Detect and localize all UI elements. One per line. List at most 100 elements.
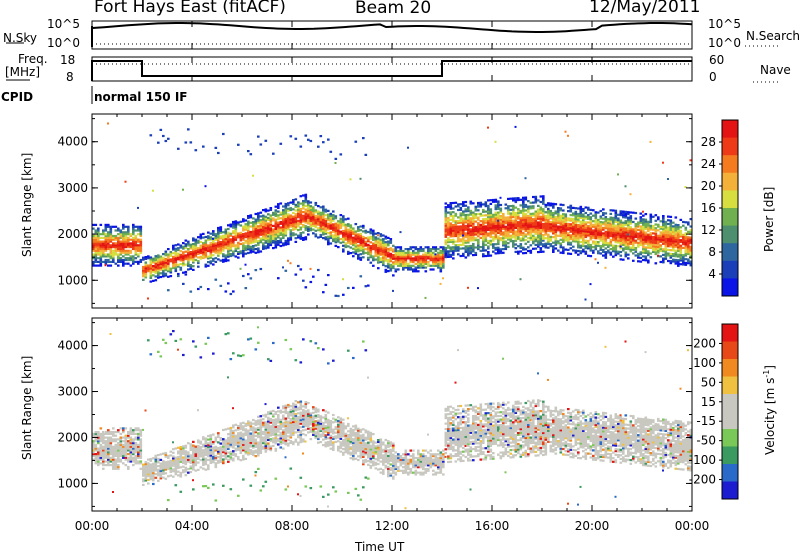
heatmap-cell	[254, 231, 258, 234]
heatmap-cell	[539, 221, 543, 224]
heatmap-cell	[129, 443, 133, 446]
heatmap-cell	[529, 222, 533, 225]
heatmap-cell	[137, 246, 140, 249]
heatmap-cell	[97, 438, 100, 441]
heatmap-cell	[147, 473, 150, 476]
heatmap-cell	[159, 468, 163, 471]
heatmap-cell	[202, 462, 205, 465]
heatmap-cell	[357, 250, 360, 253]
heatmap-cell	[119, 454, 123, 457]
heatmap-cell	[119, 251, 123, 254]
heatmap-cell	[257, 212, 260, 215]
heatmap-cell	[207, 468, 210, 471]
heatmap-cell	[599, 230, 603, 233]
heatmap-cell	[287, 209, 290, 212]
heatmap-cell	[464, 228, 468, 231]
heatmap-cell	[644, 227, 648, 230]
heatmap-cell	[212, 232, 215, 235]
heatmap-cell	[194, 247, 198, 250]
heatmap-cell	[497, 224, 500, 227]
heatmap-cell	[569, 225, 573, 228]
heatmap-cell	[134, 238, 138, 241]
heatmap-cell	[497, 207, 500, 210]
heatmap-cell	[677, 264, 680, 267]
heatmap-cell	[337, 294, 340, 298]
heatmap-cell	[122, 449, 125, 452]
heatmap-cell	[184, 444, 188, 447]
heatmap-cell	[107, 255, 110, 258]
heatmap-cell	[537, 204, 540, 207]
heatmap-cell	[662, 235, 665, 238]
heatmap-cell	[262, 218, 265, 221]
heatmap-cell	[434, 253, 437, 256]
heatmap-cell	[654, 243, 658, 246]
heatmap-cell	[362, 256, 365, 259]
heatmap-cell	[202, 256, 205, 260]
heatmap-cell	[267, 242, 270, 245]
heatmap-cell	[114, 458, 118, 461]
heatmap-cell	[249, 234, 253, 237]
heatmap-cell	[139, 240, 143, 243]
heatmap-cell	[119, 249, 123, 252]
heatmap-cell	[369, 245, 373, 248]
heatmap-cell	[639, 216, 643, 219]
heatmap-cell	[597, 218, 600, 222]
heatmap-cell	[372, 242, 375, 245]
heatmap-cell	[494, 198, 498, 201]
heatmap-cell	[512, 243, 515, 246]
heatmap-cell	[664, 252, 668, 255]
heatmap-cell	[674, 260, 678, 263]
heatmap-cell	[552, 212, 555, 215]
heatmap-cell	[129, 249, 133, 252]
heatmap-cell	[474, 229, 478, 232]
heatmap-cell	[684, 226, 688, 229]
heatmap-cell	[562, 215, 565, 218]
nsky-tick-top: 10^5	[47, 17, 80, 31]
heatmap-cell	[574, 238, 578, 241]
heatmap-cell	[269, 238, 273, 241]
heatmap-cell	[192, 446, 195, 449]
heatmap-cell	[647, 246, 650, 249]
heatmap-cell	[649, 235, 653, 238]
heatmap-cell	[547, 202, 550, 205]
heatmap-cell	[434, 255, 438, 258]
heatmap-cell	[192, 468, 195, 471]
heatmap-cell	[217, 252, 220, 255]
heatmap-cell	[497, 241, 500, 244]
heatmap-cell	[252, 250, 255, 253]
heatmap-cell	[179, 250, 183, 253]
heatmap-cell	[102, 240, 105, 243]
heatmap-cell	[289, 234, 293, 237]
heatmap-cell	[654, 247, 658, 250]
heatmap-cell	[312, 215, 315, 218]
heatmap-cell	[599, 222, 603, 225]
heatmap-cell	[402, 262, 405, 265]
heatmap-cell	[649, 233, 653, 237]
heatmap-cell	[117, 255, 120, 258]
heatmap-cell	[477, 248, 480, 251]
heatmap-cell	[289, 207, 293, 210]
heatmap-cell	[269, 214, 273, 217]
heatmap-cell	[567, 134, 569, 137]
heatmap-cell	[469, 230, 473, 233]
heatmap-cell	[219, 235, 223, 238]
heatmap-cell	[527, 207, 530, 210]
heatmap-cell	[217, 226, 220, 230]
heatmap-cell	[157, 258, 160, 261]
heatmap-cell	[319, 226, 323, 229]
heatmap-cell	[159, 266, 163, 269]
heatmap-cell	[99, 462, 103, 465]
heatmap-cell	[564, 231, 568, 235]
heatmap-cell	[589, 243, 593, 247]
heatmap-cell	[487, 247, 490, 250]
heatmap-cell	[507, 232, 510, 236]
heatmap-cell	[282, 235, 285, 238]
heatmap-cell	[329, 220, 333, 223]
heatmap-cell	[517, 210, 520, 213]
heatmap-cell	[539, 219, 543, 222]
heatmap-cell	[367, 284, 370, 287]
heatmap-cell	[679, 218, 683, 221]
heatmap-cell	[427, 249, 430, 253]
heatmap-cell	[154, 462, 158, 465]
heatmap-cell	[354, 239, 358, 242]
